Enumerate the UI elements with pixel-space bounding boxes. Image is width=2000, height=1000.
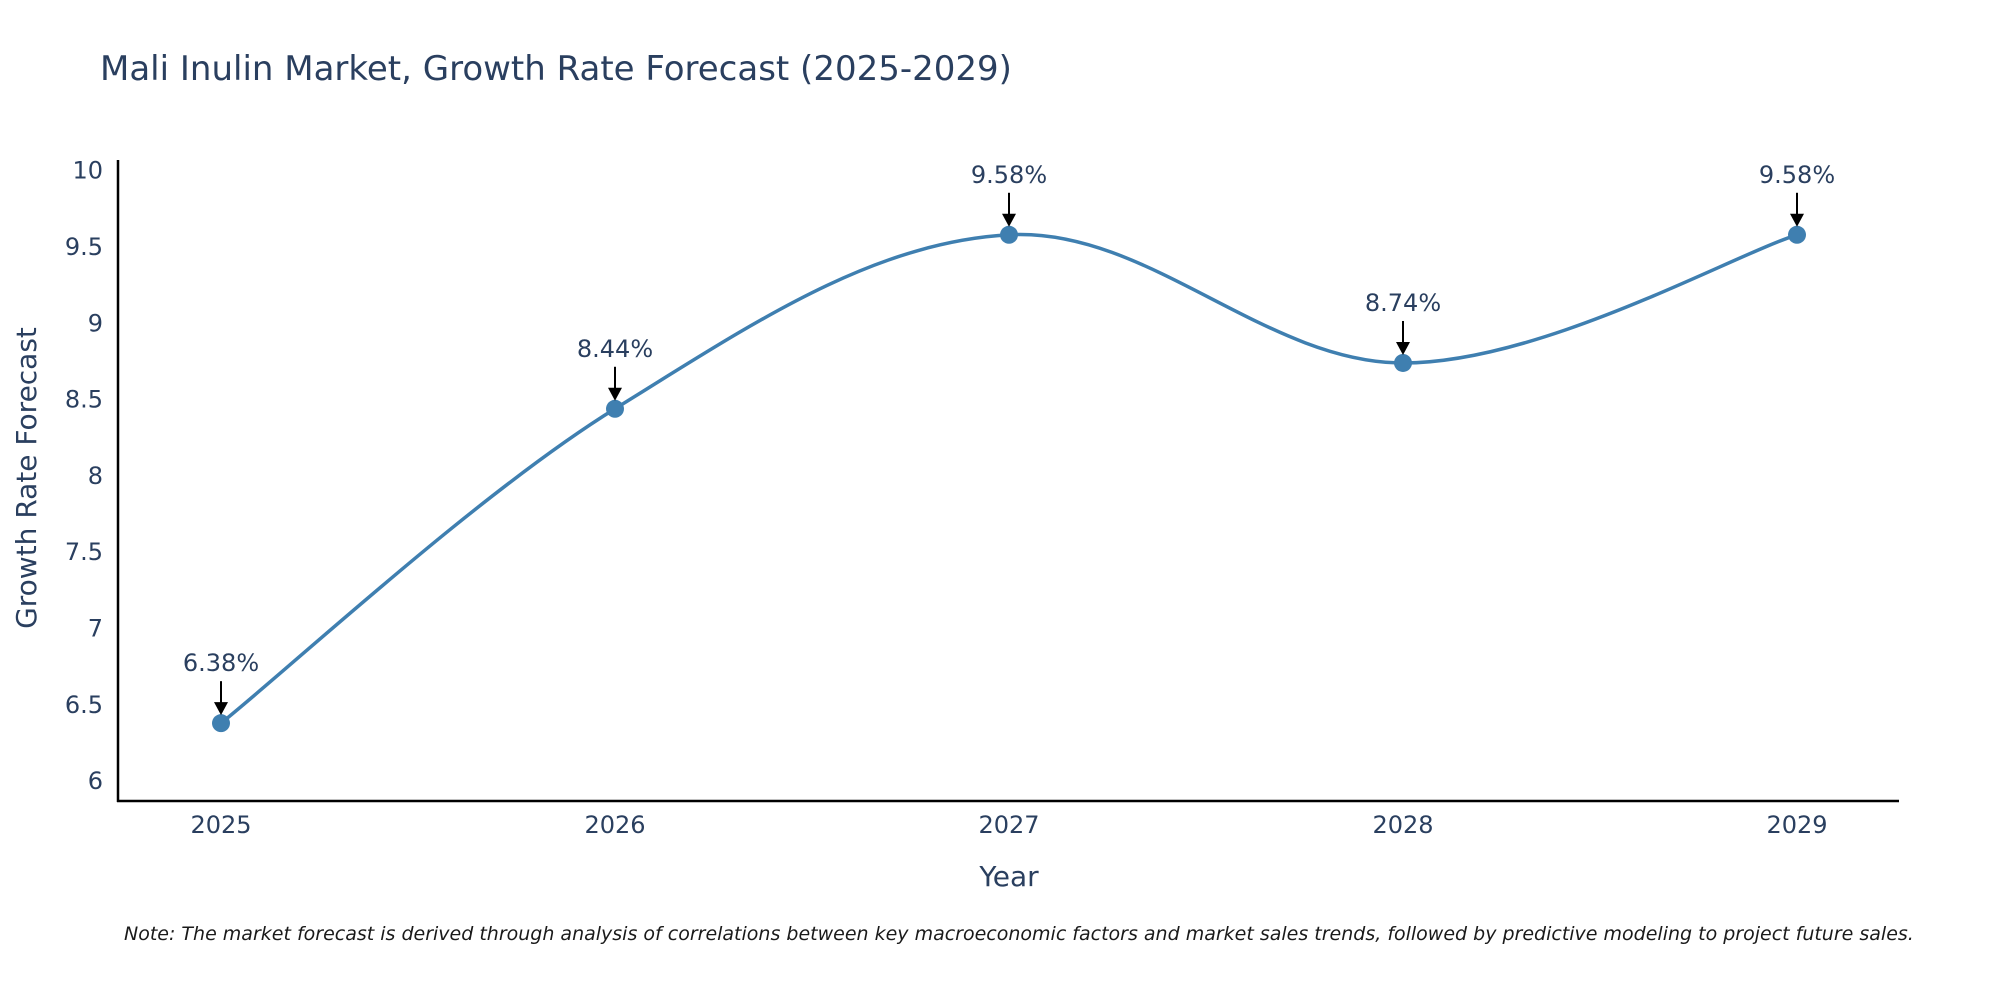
data-label: 8.74% [1365,289,1441,317]
data-point-2026[interactable] [606,399,624,418]
x-tick-label: 2025 [190,811,251,839]
data-point-2027[interactable] [1000,225,1018,244]
x-tick-label: 2028 [1372,811,1433,839]
annotation-2026: 8.44% [577,335,653,401]
data-label: 9.58% [971,161,1047,189]
y-tick-label: 8 [88,462,103,490]
annotation-2025: 6.38% [183,649,259,716]
data-label: 9.58% [1759,161,1835,189]
data-point-2025[interactable] [212,714,230,733]
annotation-arrowhead [608,387,622,401]
data-point-2028[interactable] [1394,353,1412,372]
data-point-2029[interactable] [1788,225,1806,244]
x-tick-label: 2029 [1766,811,1827,839]
annotation-2027: 9.58% [971,161,1047,227]
series-line [219,232,1798,725]
annotation-arrowhead [214,702,228,716]
y-tick-label: 9 [88,309,103,337]
y-tick-label: 6.5 [65,691,103,719]
y-tick-label: 7.5 [65,538,103,566]
data-annotations: 6.38% 8.44% 9.58% 8.74% 9.58% [183,161,1835,716]
y-tick-label: 8.5 [65,386,103,414]
y-tick-label: 7 [88,615,103,643]
annotation-arrowhead [1790,213,1804,227]
y-axis-ticks: 6 6.5 7 7.5 8 8.5 9 9.5 10 [65,157,103,795]
x-axis-title: Year [978,860,1039,893]
data-points [212,225,1806,733]
x-tick-label: 2027 [978,811,1039,839]
y-axis-title: Growth Rate Forecast [10,327,43,629]
annotation-arrowhead [1002,213,1016,227]
annotation-arrowhead [1396,341,1410,355]
footnote: Note: The market forecast is derived thr… [124,923,1914,945]
y-tick-label: 6 [88,767,103,795]
data-label: 6.38% [183,649,259,677]
y-tick-label: 9.5 [65,233,103,261]
y-tick-label: 10 [72,157,103,185]
chart-title: Mali Inulin Market, Growth Rate Forecast… [100,49,1012,89]
annotation-2029: 9.58% [1759,161,1835,227]
data-label: 8.44% [577,335,653,363]
annotation-2028: 8.74% [1365,289,1441,355]
x-axis-ticks: 2025 2026 2027 2028 2029 [190,811,1827,839]
x-tick-label: 2026 [584,811,645,839]
